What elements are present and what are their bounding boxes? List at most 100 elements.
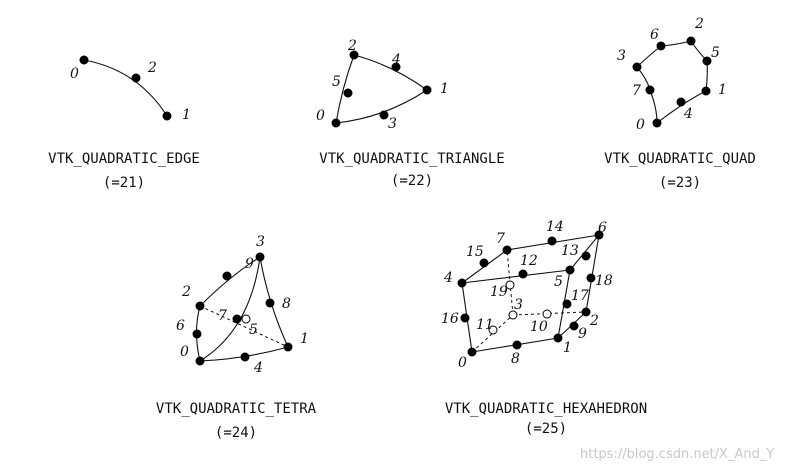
hexa-node-label-5: 5: [554, 274, 563, 290]
hexa-node-7: [502, 245, 512, 255]
triangle-edge: [335, 54, 355, 124]
edge-caption-code: (=21): [103, 175, 145, 191]
edge-node-label-1: 1: [182, 107, 191, 123]
quad-node-label-3: 3: [617, 48, 626, 64]
hexa-node-label-10: 10: [530, 319, 548, 335]
tetra-node-label-2: 2: [181, 284, 191, 300]
hexa-edge: [461, 269, 571, 284]
watermark-text: https://blog.csdn.net/X_And_Y: [580, 447, 774, 462]
hexa-node-label-6: 6: [598, 220, 607, 236]
hexa-node-label-3: 3: [514, 297, 523, 313]
tetra-node-0: [195, 356, 205, 366]
hexa-edge: [585, 234, 600, 313]
triangle-caption-code: (=22): [391, 173, 433, 189]
hexa-node-15: [479, 258, 489, 268]
tetra-node-3: [255, 252, 265, 262]
triangle-node-label-2: 2: [347, 38, 357, 54]
triangle-caption-name: VTK_QUADRATIC_TRIANGLE: [319, 151, 504, 167]
tetra-node-1: [283, 342, 293, 352]
tetra-node-label-8: 8: [282, 296, 291, 312]
tetra-node-4: [240, 352, 250, 362]
hexa-node-label-8: 8: [511, 351, 520, 367]
tetra-node-9: [222, 271, 232, 281]
tetra-node-label-1: 1: [300, 331, 309, 347]
quad-node-7: [645, 85, 655, 95]
tetra-caption-code: (=24): [215, 425, 257, 441]
quad-node-label-6: 6: [650, 27, 659, 43]
tetra-node-2: [195, 301, 205, 311]
hexa-node-9: [569, 321, 579, 331]
quad-caption-code: (=23): [659, 175, 701, 191]
hexa-node-label-14: 14: [546, 219, 564, 235]
hexa-node-label-15: 15: [466, 244, 484, 260]
tetra-node-7: [232, 314, 242, 324]
hexa-node-label-12: 12: [520, 253, 538, 269]
edge-node-label-0: 0: [70, 66, 79, 82]
hexa-node-6: [594, 230, 604, 240]
hexa-node-10: [542, 309, 552, 319]
quad-node-4: [676, 97, 686, 107]
hexa-node-14: [547, 236, 557, 246]
hexa-node-label-19: 19: [490, 284, 508, 300]
triangle-node-4: [391, 62, 401, 72]
element-edges: [83, 40, 708, 362]
hexa-node-label-7: 7: [496, 231, 505, 247]
triangle-node-label-1: 1: [440, 81, 449, 97]
quad-node-5: [702, 56, 712, 66]
edge-node-0: [79, 55, 89, 65]
triangle-node-3: [379, 110, 389, 120]
triangle-node-label-5: 5: [332, 74, 341, 90]
tetra-node-label-9: 9: [245, 256, 254, 272]
edge-node-2: [131, 73, 141, 83]
tetra-node-8: [265, 298, 275, 308]
hexa-node-label-16: 16: [441, 311, 459, 327]
quad-node-0: [652, 118, 662, 128]
tetra-node-5: [241, 314, 251, 324]
quad-node-2: [686, 36, 696, 46]
quad-node-label-4: 4: [683, 106, 693, 122]
hexa-node-label-0: 0: [458, 355, 467, 371]
hexa-node-label-9: 9: [578, 326, 587, 342]
triangle-node-5: [343, 88, 353, 98]
triangle-node-label-0: 0: [316, 108, 325, 124]
quad-node-label-7: 7: [632, 83, 641, 99]
tetra-node-label-5: 5: [249, 322, 258, 338]
hexa-node-0: [467, 347, 477, 357]
tetra-node-6: [192, 329, 202, 339]
triangle-node-label-4: 4: [391, 52, 401, 68]
triangle-node-0: [331, 118, 341, 128]
quad-node-label-2: 2: [694, 16, 704, 32]
hexa-node-label-17: 17: [571, 288, 589, 304]
quad-node-label-5: 5: [711, 45, 720, 61]
hexa-caption-name: VTK_QUADRATIC_HEXAHEDRON: [445, 401, 647, 417]
hexa-node-2: [581, 307, 591, 317]
hexa-node-label-11: 11: [476, 317, 494, 333]
hexa-node-3: [508, 310, 518, 320]
tetra-node-label-7: 7: [218, 308, 227, 324]
quad-node-label-1: 1: [718, 82, 727, 98]
tetra-edge: [199, 256, 261, 362]
hexa-node-19: [505, 280, 515, 290]
hexa-node-11: [488, 325, 498, 335]
edge-node-1: [162, 111, 172, 121]
element-nodes: [79, 36, 712, 366]
quad-node-label-0: 0: [636, 117, 645, 133]
hexa-node-label-1: 1: [563, 340, 572, 356]
hexa-node-label-2: 2: [589, 313, 599, 329]
tetra-hidden-edge: [199, 305, 289, 348]
hexa-node-label-4: 4: [443, 270, 453, 286]
triangle-node-1: [422, 85, 432, 95]
tetra-node-label-4: 4: [253, 360, 263, 376]
hexa-node-label-13: 13: [561, 243, 579, 259]
tetra-caption-name: VTK_QUADRATIC_TETRA: [156, 401, 317, 417]
edge-node-label-2: 2: [147, 60, 157, 76]
hexa-node-1: [553, 333, 563, 343]
hexa-node-17: [562, 299, 572, 309]
quad-node-6: [656, 41, 666, 51]
hexa-node-12: [518, 269, 528, 279]
triangle-node-2: [349, 50, 359, 60]
edge-caption-name: VTK_QUADRATIC_EDGE: [48, 151, 200, 167]
element-captions: VTK_QUADRATIC_EDGE (=21) VTK_QUADRATIC_TRI…: [48, 151, 756, 441]
